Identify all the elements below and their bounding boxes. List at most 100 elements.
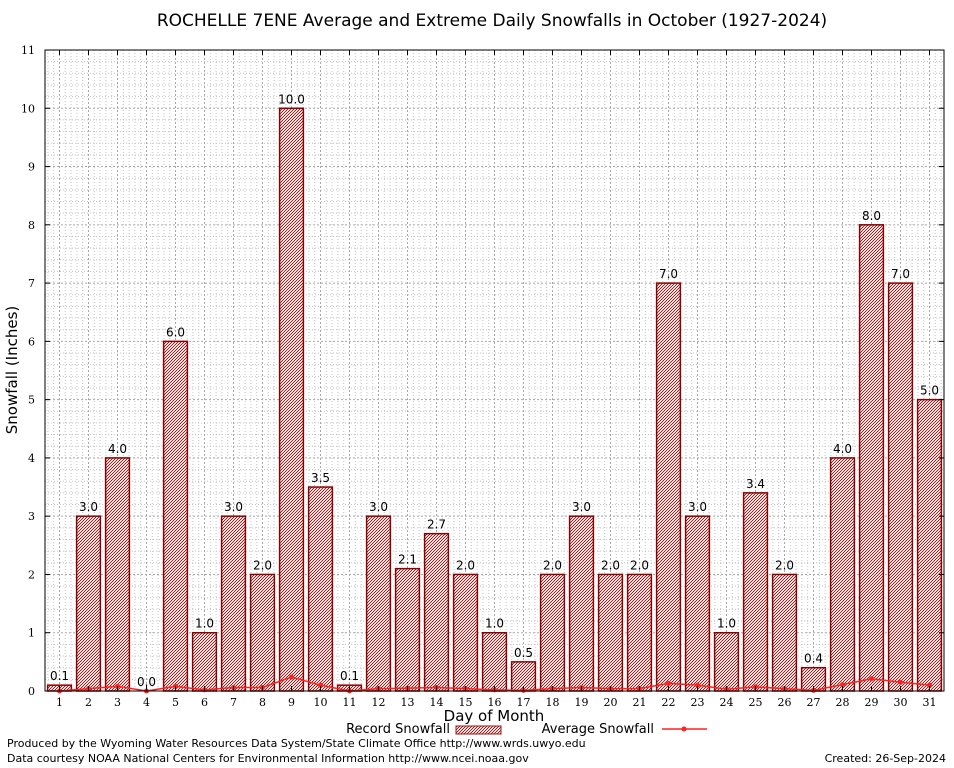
y-tick-label: 8 <box>28 219 35 232</box>
x-tick-label: 13 <box>401 696 415 709</box>
bar-value-label: 2.0 <box>253 558 272 572</box>
legend: Record Snowfall Average Snowfall <box>346 722 707 737</box>
average-point <box>695 682 700 688</box>
x-tick-label: 4 <box>143 696 150 709</box>
x-tick-label: 21 <box>633 696 647 709</box>
record-bar <box>539 573 566 692</box>
bar-value-label: 0.1 <box>340 669 359 683</box>
record-bar <box>597 573 624 692</box>
record-bar <box>858 224 885 692</box>
bar-value-label: 7.0 <box>891 267 910 281</box>
x-tick-label: 6 <box>201 696 208 709</box>
x-tick-label: 18 <box>546 696 560 709</box>
bar-value-label: 1.0 <box>717 617 736 631</box>
average-point <box>840 682 845 688</box>
y-axis-ticks: 0 1 2 3 4 5 6 7 8 9 10 11 <box>21 44 944 698</box>
record-bar <box>423 532 450 692</box>
bar-value-label: 3.0 <box>688 500 707 514</box>
bar-value-label: 3.4 <box>746 477 765 491</box>
bar-label-group: 0.1 3.0 4.0 0.0 6.0 1.0 3.0 2.0 10.0 3.5 0.1 3.0 2.1… <box>50 92 939 689</box>
footer-created: Created: 26-Sep-2024 <box>824 752 946 765</box>
x-tick-label: 14 <box>430 696 444 709</box>
x-tick-label: 1 <box>56 696 63 709</box>
x-tick-label: 19 <box>575 696 589 709</box>
y-tick-label: 10 <box>21 102 35 115</box>
bar-value-label: 0.1 <box>50 669 69 683</box>
record-bar <box>249 573 276 692</box>
y-tick-label: 6 <box>28 335 35 348</box>
bar-value-label: 8.0 <box>862 209 881 223</box>
record-bar <box>887 282 914 692</box>
x-tick-label: 28 <box>836 696 850 709</box>
x-tick-label: 26 <box>778 696 792 709</box>
record-bar <box>75 515 102 692</box>
footer-data-courtesy: Data courtesy NOAA National Centers for … <box>7 752 529 765</box>
record-bar <box>394 567 421 692</box>
bar-group <box>46 107 943 692</box>
average-point <box>289 674 294 680</box>
x-tick-label: 25 <box>749 696 763 709</box>
average-point <box>318 682 323 688</box>
record-bar <box>655 282 682 692</box>
bar-value-label: 1.0 <box>195 617 214 631</box>
record-bar <box>365 515 392 692</box>
y-tick-label: 9 <box>28 161 35 174</box>
record-bar <box>568 515 595 692</box>
bar-value-label: 1.0 <box>485 617 504 631</box>
bar-value-label: 7.0 <box>659 267 678 281</box>
y-tick-label: 5 <box>28 394 35 407</box>
y-tick-label: 0 <box>28 685 35 698</box>
x-tick-label: 20 <box>604 696 618 709</box>
average-point <box>869 676 874 682</box>
average-point <box>927 682 932 688</box>
footer-produced-by: Produced by the Wyoming Water Resources … <box>7 737 586 750</box>
bar-value-label: 2.0 <box>775 558 794 572</box>
bar-value-label: 3.0 <box>572 500 591 514</box>
x-tick-label: 31 <box>923 696 937 709</box>
x-axis-ticks: 1 2 3 4 5 6 7 8 9 10 11 12 13 14 15 16 17 18 19 20 21 22 23 24 2… <box>56 50 937 709</box>
y-tick-label: 4 <box>28 452 35 465</box>
record-bar <box>916 398 943 692</box>
record-bar <box>278 107 305 692</box>
x-tick-label: 8 <box>259 696 266 709</box>
x-tick-label: 11 <box>343 696 357 709</box>
average-point <box>666 680 671 686</box>
record-bar <box>162 340 189 692</box>
y-tick-label: 7 <box>28 277 35 290</box>
bar-value-label: 4.0 <box>108 442 127 456</box>
record-bar <box>307 486 334 692</box>
bar-value-label: 3.0 <box>369 500 388 514</box>
bar-value-label: 3.0 <box>224 500 243 514</box>
x-axis-label: Day of Month <box>444 707 545 725</box>
legend-label-record: Record Snowfall <box>346 722 450 737</box>
bar-value-label: 0.0 <box>137 675 156 689</box>
bar-value-label: 2.0 <box>543 558 562 572</box>
x-tick-label: 22 <box>662 696 676 709</box>
x-tick-label: 30 <box>894 696 908 709</box>
bar-value-label: 2.0 <box>630 558 649 572</box>
record-bar <box>104 457 131 692</box>
bar-value-label: 3.5 <box>311 471 330 485</box>
bar-value-label: 6.0 <box>166 325 185 339</box>
x-tick-label: 24 <box>720 696 734 709</box>
x-tick-label: 17 <box>517 696 531 709</box>
x-tick-label: 5 <box>172 696 179 709</box>
record-bar <box>626 573 653 692</box>
bar-value-label: 2.0 <box>456 558 475 572</box>
y-tick-label: 2 <box>28 568 35 581</box>
y-tick-label: 3 <box>28 510 35 523</box>
chart-title: ROCHELLE 7ENE Average and Extreme Daily … <box>157 11 827 31</box>
y-tick-label: 11 <box>21 44 35 57</box>
record-bar <box>713 631 740 692</box>
x-tick-label: 12 <box>372 696 386 709</box>
legend-marker-average <box>681 726 687 732</box>
x-tick-label: 27 <box>807 696 821 709</box>
record-bar <box>191 631 218 692</box>
bar-value-label: 4.0 <box>833 442 852 456</box>
record-bar <box>452 573 479 692</box>
x-tick-label: 7 <box>230 696 237 709</box>
bar-value-label: 0.5 <box>514 646 533 660</box>
y-axis-label: Snowfall (Inches) <box>3 306 21 434</box>
bar-value-label: 2.7 <box>427 518 446 532</box>
bar-value-label: 2.1 <box>398 553 417 567</box>
